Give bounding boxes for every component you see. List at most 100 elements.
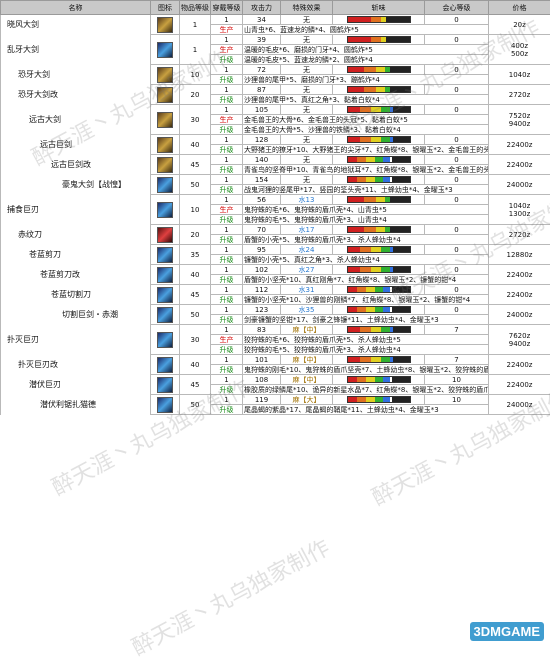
- weapon-name: 捕食巨刃: [1, 195, 151, 225]
- special-cell: 麻【中】: [281, 325, 333, 335]
- weapon-name: 晓风大剑: [1, 15, 151, 35]
- sharpness-segment: [348, 287, 358, 292]
- sharpness-segment: [390, 247, 394, 252]
- weapon-name-label: 切割巨剑・赤潮: [62, 310, 118, 319]
- rarity-cell: 50: [180, 175, 211, 195]
- sharpness-segment: [357, 307, 366, 312]
- slots-cell: 1: [211, 285, 243, 295]
- slots-cell: 1: [211, 305, 243, 315]
- weapon-icon: [157, 377, 173, 393]
- affinity-cell: 0: [425, 245, 489, 255]
- slots-cell: 1: [211, 225, 243, 235]
- weapon-name: 乱牙大剑: [1, 35, 151, 65]
- price-cell: 2720z: [489, 225, 550, 245]
- weapon-icon-cell: [151, 35, 180, 65]
- weapon-icon-cell: [151, 195, 180, 225]
- rarity-cell: 40: [180, 355, 211, 375]
- price-cell: 22400z: [489, 375, 550, 395]
- special-cell: 无: [281, 15, 333, 25]
- sharpness-segment: [375, 157, 384, 162]
- affinity-cell: 0: [425, 105, 489, 115]
- sharpness-cell: [333, 285, 425, 295]
- sharpness-segment: [390, 327, 394, 332]
- weapon-icon: [157, 87, 173, 103]
- sharpness-cell: [333, 395, 425, 405]
- sharpness-segment: [364, 67, 376, 72]
- weapon-icon-cell: [151, 305, 180, 325]
- material-list: 温暖的毛皮*6、磨损的门牙*4、圆鹤炸*5: [243, 45, 489, 55]
- sharpness-segment: [371, 247, 381, 252]
- price-cell: 7520z 9400z: [489, 105, 550, 135]
- special-effect: 无: [303, 16, 310, 24]
- material-tag: 升级: [211, 75, 243, 85]
- sharpness-segment: [348, 307, 358, 312]
- material-tag: 升级: [211, 165, 243, 175]
- material-list: 鬼狩蛛的刚毛*10、鬼狩蛛的盾爪坚壳*7、土蜂幼虫*8、银曜玉*2、狡狩蛛的盾爪…: [243, 365, 489, 375]
- weapon-name: 潜伏利锯扎猫德: [1, 395, 151, 415]
- special-effect: 无: [303, 156, 310, 164]
- slots-cell: 1: [211, 135, 243, 145]
- weapon-icon: [157, 332, 173, 348]
- material-list: 橡胶质的绿鳞尾*10、诡异的新星水晶*7、红角蝶*8、银曜玉*2、狡狩蛛的盾爪壳…: [243, 385, 489, 395]
- weapon-name: 潜伏巨刃: [1, 375, 151, 395]
- price-value: 22400z: [507, 291, 533, 299]
- sharpness-segment: [385, 87, 390, 92]
- slots-cell: 1: [211, 195, 243, 205]
- rarity-cell: 10: [180, 65, 211, 85]
- sharpness-segment: [348, 327, 360, 332]
- sharpness-bar: [347, 176, 411, 183]
- sharpness-segment: [348, 87, 364, 92]
- rarity-cell: 50: [180, 395, 211, 415]
- special-cell: 水35: [281, 305, 333, 315]
- weapon-name-label: 潜伏巨刃: [29, 380, 61, 389]
- special-effect: 水31: [299, 286, 315, 294]
- sharpness-segment: [381, 247, 390, 252]
- special-cell: 无: [281, 85, 333, 95]
- weapon-icon-cell: [151, 85, 180, 105]
- weapon-name-label: 扑灭巨刃: [7, 335, 39, 344]
- sharpness-segment: [366, 287, 375, 292]
- attack-cell: 101: [243, 355, 281, 365]
- slots-cell: 1: [211, 35, 243, 45]
- sharpness-cell: [333, 195, 425, 205]
- price-cell: 400z 500z: [489, 35, 550, 65]
- attack-cell: 119: [243, 395, 281, 405]
- rarity-cell: 35: [180, 245, 211, 265]
- material-list: 沙狸兽的尾甲*5、真红之角*3、黏着白蚁*4: [243, 95, 489, 105]
- slots-cell: 1: [211, 105, 243, 115]
- slots-cell: 1: [211, 245, 243, 255]
- attack-cell: 83: [243, 325, 281, 335]
- special-effect: 麻【中】: [293, 326, 321, 334]
- weapon-name-label: 豪鬼大剑【战惶】: [62, 180, 126, 189]
- weapon-icon: [157, 202, 173, 218]
- weapon-name-label: 乱牙大剑: [7, 45, 39, 54]
- weapon-name-label: 赤纹刀: [18, 230, 42, 239]
- material-tag: 升级: [211, 235, 243, 245]
- weapon-icon-cell: [151, 355, 180, 375]
- sharpness-segment: [357, 157, 366, 162]
- weapon-icon: [157, 177, 173, 193]
- attack-cell: 105: [243, 105, 281, 115]
- weapon-icon: [157, 247, 173, 263]
- price-cell: 20z: [489, 15, 550, 35]
- sharpness-segment: [366, 177, 375, 182]
- material-list: 剑豪镰蟹的坚钳*17、剑豪之锋镰*11、土蜂幼虫*4、金曜玉*3: [243, 315, 489, 325]
- sharpness-segment: [348, 357, 360, 362]
- slots-cell: 1: [211, 65, 243, 75]
- price-value: 1040z 1300z: [509, 202, 531, 218]
- sharpness-cell: [333, 245, 425, 255]
- sharpness-segment: [366, 157, 375, 162]
- sharpness-bar: [347, 326, 411, 333]
- price-cell: 22400z: [489, 355, 550, 375]
- sharpness-segment: [360, 327, 371, 332]
- sharpness-segment: [376, 197, 385, 202]
- material-tag: 升级: [211, 365, 243, 375]
- sharpness-cell: [333, 305, 425, 315]
- material-tag: 升级: [211, 385, 243, 395]
